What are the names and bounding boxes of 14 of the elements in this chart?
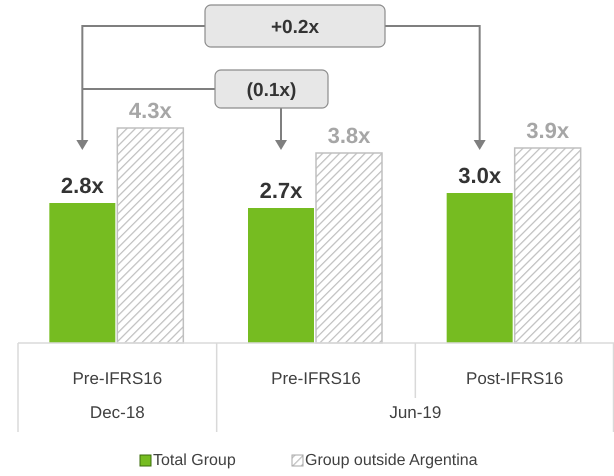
x-tick-label: Post-IFRS16: [466, 369, 564, 388]
data-label: 3.8x: [328, 123, 372, 148]
text: Dec-18: [90, 403, 145, 422]
text: +0.2x: [270, 17, 320, 38]
data-label: 3.0x: [458, 163, 502, 188]
data-label: 2.8x: [60, 173, 104, 198]
text: Jun-19: [389, 403, 442, 422]
legend-label: Total Group: [153, 452, 236, 469]
data-label: 4.3x: [128, 98, 172, 123]
data-label: 3.9x: [526, 118, 570, 143]
x-tick-label: Pre-IFRS16: [271, 369, 361, 388]
data-label: 2.7x: [260, 178, 304, 203]
legend-label: Group outside Argentina: [305, 452, 478, 469]
x-tick-label: Pre-IFRS16: [72, 369, 162, 388]
